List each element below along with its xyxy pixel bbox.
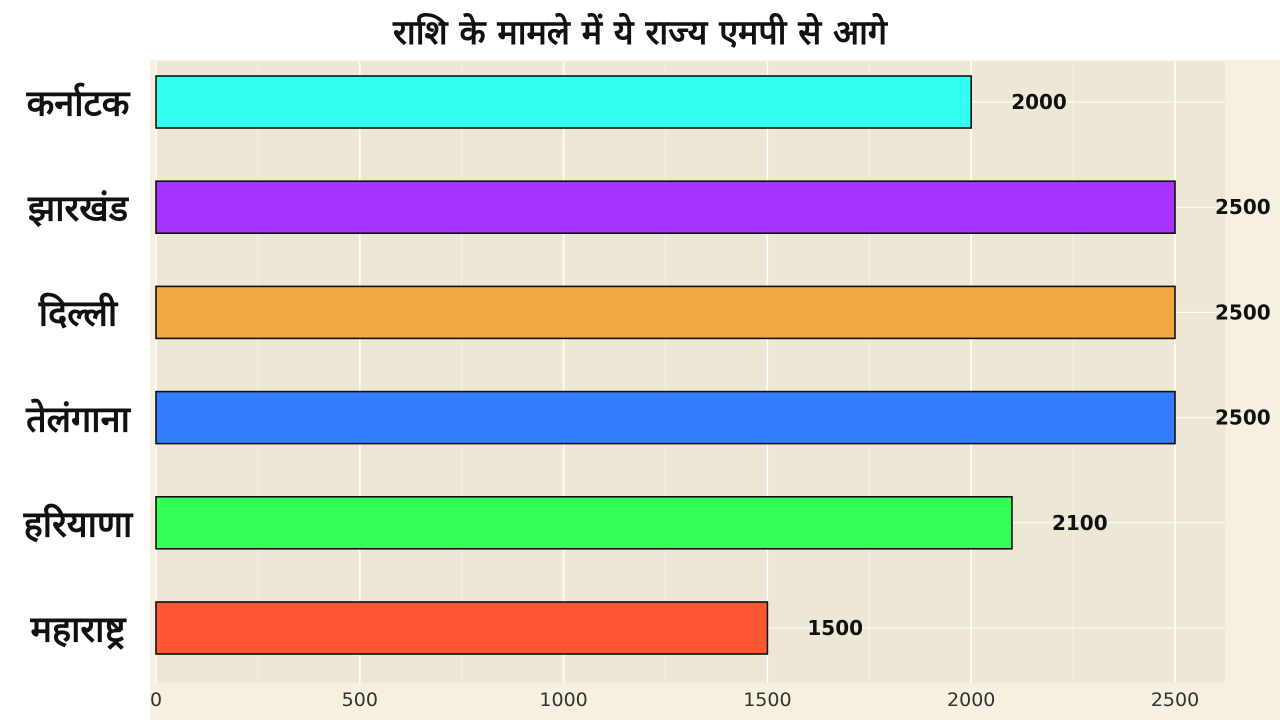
- chart-title: राशि के मामले में ये राज्य एमपी से आगे: [392, 13, 888, 53]
- category-label: दिल्ली: [38, 293, 118, 335]
- data-label: 2000: [1011, 90, 1067, 114]
- bar: [155, 495, 1013, 550]
- data-label: 1500: [807, 616, 863, 640]
- category-label: तेलंगाना: [26, 399, 130, 441]
- x-tick-label: 2000: [947, 689, 995, 711]
- category-label: झारखंड: [28, 188, 128, 230]
- bar: [155, 390, 1176, 445]
- x-tick-label: 0: [150, 689, 162, 711]
- data-label: 2100: [1052, 511, 1108, 535]
- category-label: कर्नाटक: [26, 83, 130, 125]
- bar: [155, 75, 973, 129]
- data-label: 2500: [1215, 300, 1271, 324]
- category-label: महाराष्ट्र: [30, 609, 126, 651]
- data-label: 2500: [1215, 406, 1271, 430]
- x-tick-label: 1000: [539, 689, 587, 711]
- x-tick-label: 500: [342, 689, 378, 711]
- plot-area: [155, 62, 1225, 683]
- bar: [155, 180, 1176, 234]
- bar: [155, 601, 769, 655]
- x-tick-label: 2500: [1151, 689, 1199, 711]
- bar: [155, 285, 1176, 340]
- data-label: 2500: [1215, 195, 1271, 219]
- category-label: हरियाणा: [23, 504, 133, 546]
- x-tick-label: 1500: [743, 689, 791, 711]
